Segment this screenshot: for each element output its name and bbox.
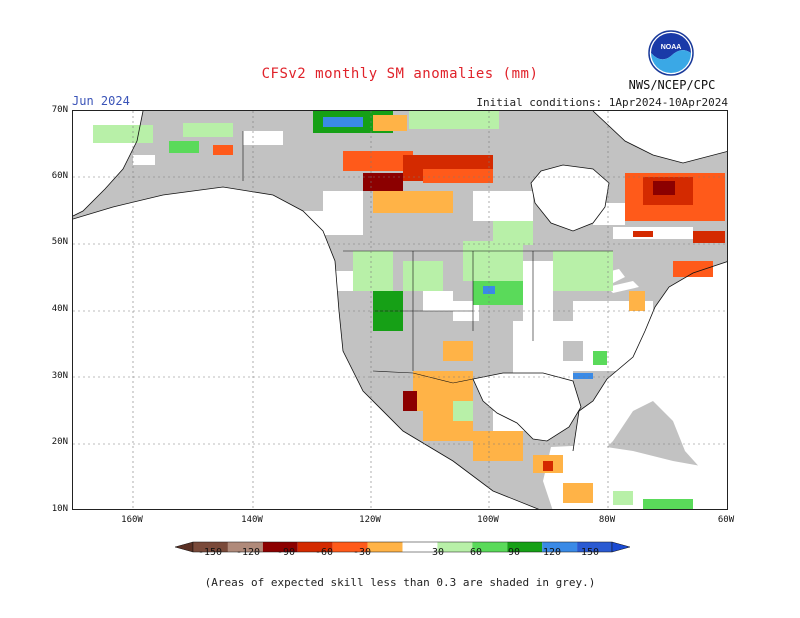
colorbar-tick: 90 <box>507 547 521 558</box>
colorbar-tick: -60 <box>314 547 334 558</box>
borders <box>242 131 613 384</box>
forecast-month-label: Jun 2024 <box>72 94 130 108</box>
colorbar-bin <box>577 542 612 552</box>
colorbar-tick: -30 <box>352 547 372 558</box>
map-title: CFSv2 monthly SM anomalies (mm) <box>261 66 539 82</box>
lon-label: 120W <box>359 515 381 525</box>
colorbar-bin <box>332 542 368 552</box>
agency-label: NWS/NCEP/CPC <box>628 78 716 92</box>
lat-label: 30N <box>51 371 68 381</box>
gulf-of-mexico <box>473 373 581 441</box>
colorbar-bin <box>297 542 333 552</box>
anomaly-patches <box>93 111 725 509</box>
graticule <box>73 111 727 509</box>
lon-label: 100W <box>477 515 499 525</box>
colorbar-bins <box>192 541 613 553</box>
colorbar-tick: -90 <box>276 547 296 558</box>
skill-note: (Areas of expected skill less than 0.3 a… <box>204 576 596 589</box>
pacific-ocean <box>73 187 538 509</box>
atlantic-ocean <box>573 261 727 483</box>
map-panel <box>72 110 728 510</box>
colorbar-bin <box>437 542 473 552</box>
colorbar-bin <box>402 542 438 552</box>
lat-label: 70N <box>51 105 68 115</box>
colorbar-bin <box>262 542 298 552</box>
lat-label: 50N <box>51 237 68 247</box>
colorbar <box>175 541 630 553</box>
map-svg <box>73 111 727 509</box>
lon-label: 80W <box>598 515 616 525</box>
baffin-bay <box>593 111 727 163</box>
colorbar-bin <box>542 542 578 552</box>
colorbar-bin <box>367 542 403 552</box>
lat-label: 20N <box>51 437 68 447</box>
colorbar-left-arrow <box>175 541 194 553</box>
hudson-bay <box>531 165 609 231</box>
colorbar-tick: 60 <box>469 547 483 558</box>
lat-label: 40N <box>51 304 68 314</box>
lon-label: 160W <box>121 515 143 525</box>
lat-label: 60N <box>51 171 68 181</box>
colorbar-tick: 30 <box>431 547 445 558</box>
colorbar-bin <box>472 542 508 552</box>
colorbar-tick: 150 <box>580 547 600 558</box>
colorbar-tick: -150 <box>197 547 223 558</box>
lon-label: 140W <box>241 515 263 525</box>
lon-label: 60W <box>717 515 735 525</box>
colorbar-right-arrow <box>611 541 630 553</box>
colorbar-bin <box>193 542 228 552</box>
noaa-logo: NOAA <box>648 30 694 76</box>
lat-label: 10N <box>51 504 68 514</box>
lake-erie <box>607 281 639 293</box>
colorbar-tick: 120 <box>542 547 562 558</box>
noaa-logo-text: NOAA <box>661 44 682 51</box>
colorbar-tick: -120 <box>235 547 261 558</box>
colorbar-bin <box>227 542 263 552</box>
initial-conditions-label: Initial conditions: 1Apr2024-10Apr2024 <box>476 96 728 109</box>
coastlines <box>73 111 727 509</box>
colorbar-bin <box>507 542 543 552</box>
